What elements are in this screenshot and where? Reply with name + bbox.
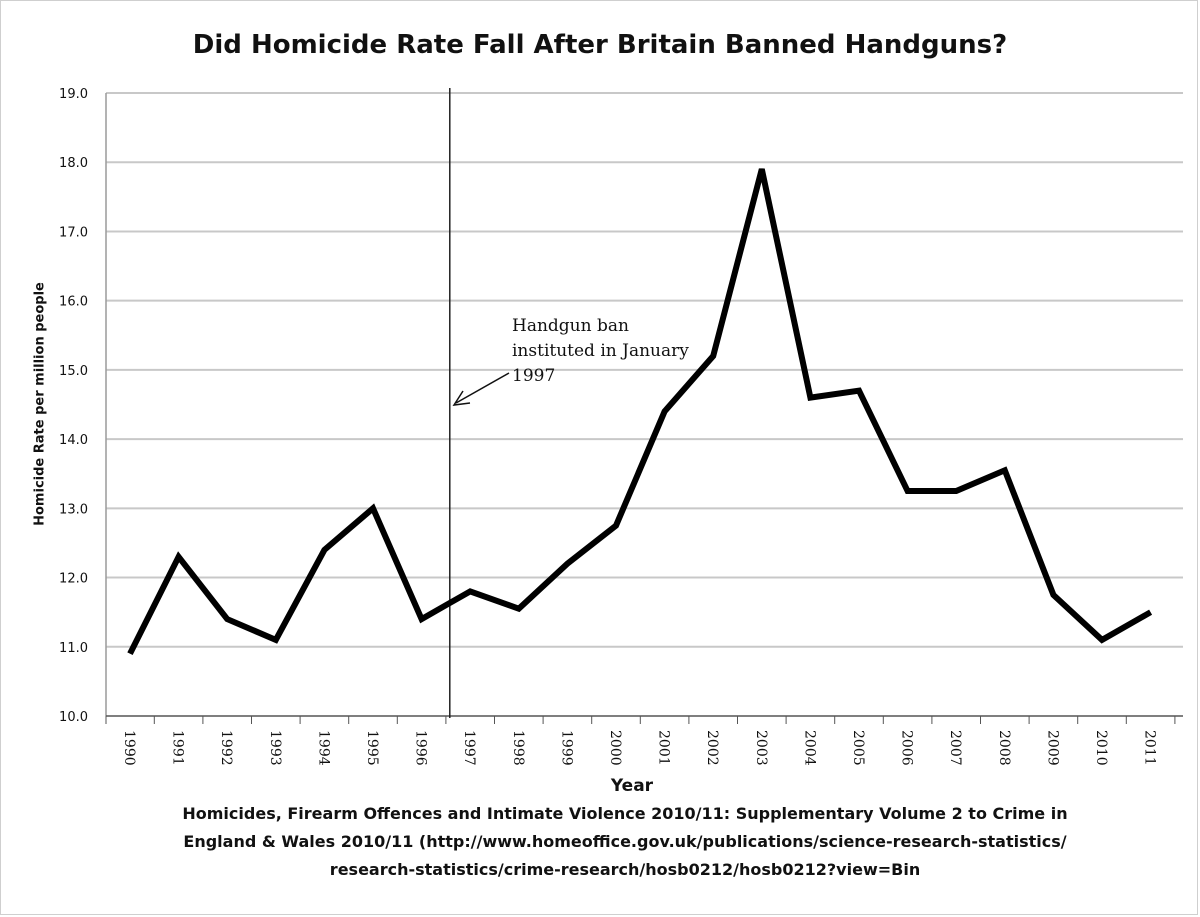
y-tick-labels: 10.0 11.0 12.0 13.0 14.0 15.0 16.0 17.0 18.0 19.0 xyxy=(59,87,88,725)
x-tick-label: 2010 xyxy=(1093,730,1109,766)
x-tick-label: 2009 xyxy=(1044,730,1060,766)
y-tick-label: 18.0 xyxy=(59,156,88,171)
y-tick-label: 17.0 xyxy=(59,225,88,240)
x-tick-label: 1997 xyxy=(461,730,477,766)
x-tick-label: 2011 xyxy=(1142,730,1158,766)
x-tick-label: 1998 xyxy=(510,730,526,766)
x-tick-label: 1991 xyxy=(170,730,186,766)
x-tick-label: 2005 xyxy=(850,730,866,766)
source-note-line-3: research-statistics/crime-research/hosb0… xyxy=(329,860,921,879)
x-tick-label: 2004 xyxy=(801,730,817,766)
y-tick-label: 19.0 xyxy=(59,87,88,102)
x-tick-label: 2006 xyxy=(899,730,915,766)
chart-title: Did Homicide Rate Fall After Britain Ban… xyxy=(192,30,1008,60)
x-tick-label: 1996 xyxy=(413,730,429,766)
source-note-line-2: England & Wales 2010/11 (http://www.home… xyxy=(183,832,1067,851)
x-tick-label: 2008 xyxy=(996,730,1012,766)
annotation-arrow-head xyxy=(452,390,471,406)
x-tick-label: 2003 xyxy=(753,730,769,766)
x-tick-label: 2000 xyxy=(607,730,623,766)
x-tick-label: 1990 xyxy=(121,730,137,766)
y-tick-label: 15.0 xyxy=(59,364,88,379)
y-tick-label: 11.0 xyxy=(59,641,88,656)
series-line-0 xyxy=(127,168,1153,656)
x-tick-label: 1999 xyxy=(558,730,574,766)
x-tick-labels: 1990 1991 1992 1993 1994 1995 1996 1997 1998 1999… xyxy=(121,730,1158,766)
annotation-text-line: 1997 xyxy=(512,366,555,386)
x-tick-label: 2001 xyxy=(656,730,672,766)
y-tick-label: 16.0 xyxy=(59,295,88,310)
x-tick-label: 1992 xyxy=(218,730,234,766)
x-tick-label: 2007 xyxy=(947,730,963,766)
gridlines xyxy=(106,92,1183,648)
series-layer xyxy=(127,168,1153,656)
y-tick-label: 10.0 xyxy=(59,710,88,725)
x-axis-label: Year xyxy=(610,776,654,796)
axes xyxy=(105,93,1183,724)
y-tick-label: 13.0 xyxy=(59,502,88,517)
annotation-text-line: Handgun ban xyxy=(512,316,629,336)
source-note-line-1: Homicides, Firearm Offences and Intimate… xyxy=(182,804,1068,823)
annotation: Handgun ban instituted in January 1997 xyxy=(452,316,689,406)
x-tick-label: 2002 xyxy=(704,730,720,766)
y-tick-label: 12.0 xyxy=(59,572,88,587)
y-tick-label: 14.0 xyxy=(59,433,88,448)
annotation-arrow-shaft xyxy=(455,372,510,404)
annotation-text-line: instituted in January xyxy=(512,341,689,361)
x-tick-label: 1994 xyxy=(315,730,331,766)
x-tick-label: 1993 xyxy=(267,730,283,766)
x-tick-label: 1995 xyxy=(364,730,380,766)
